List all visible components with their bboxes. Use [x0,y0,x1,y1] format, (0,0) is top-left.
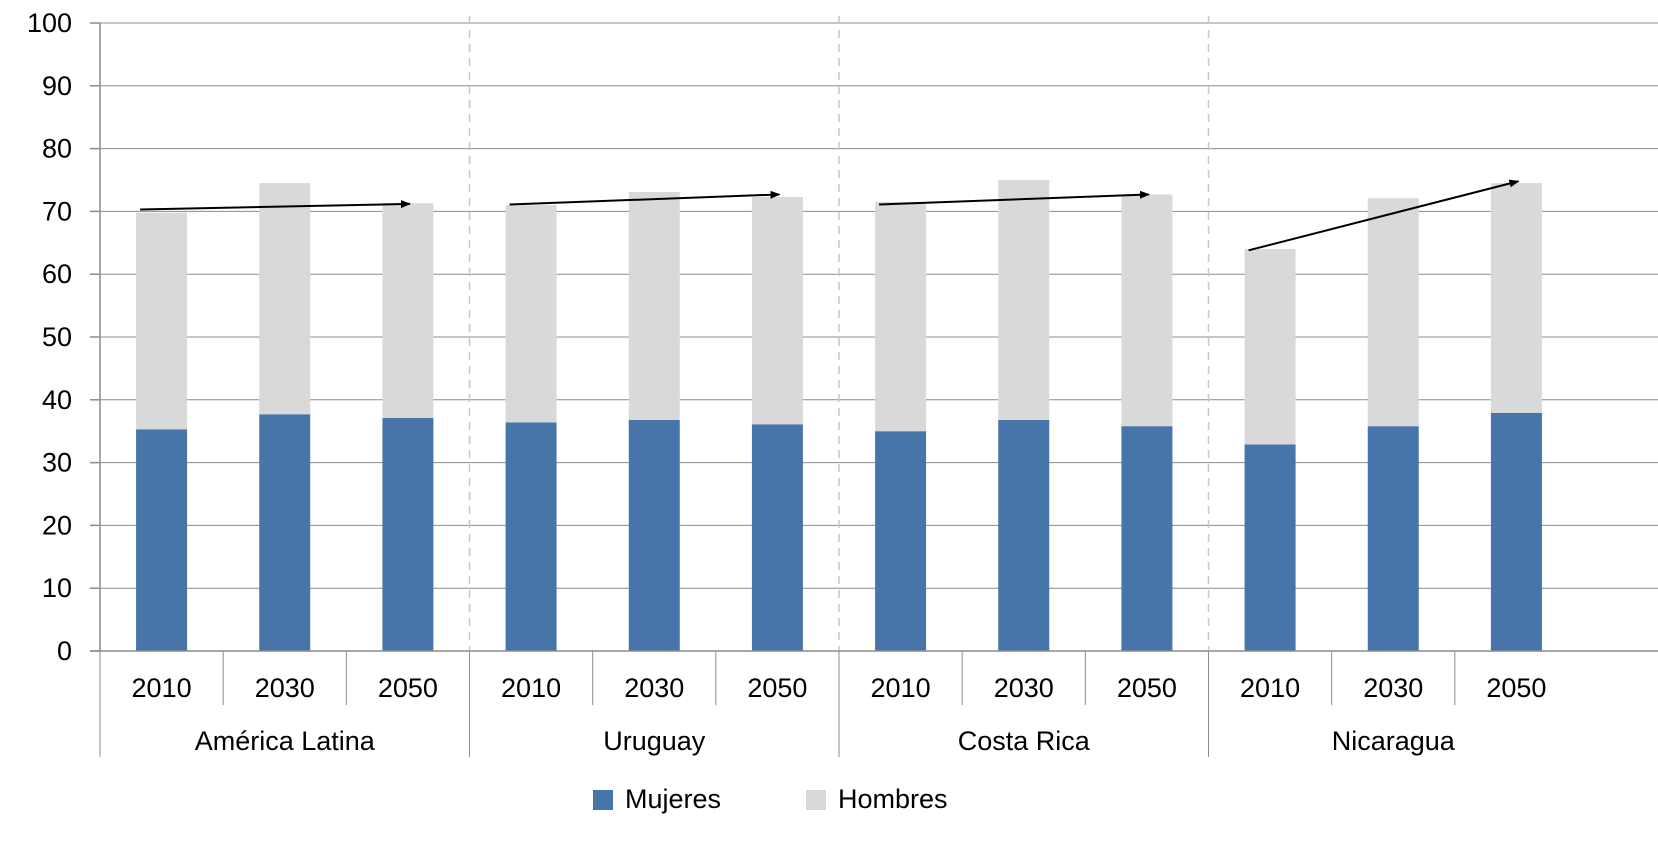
y-tick-label: 30 [42,448,72,478]
bar-mujeres [628,419,680,651]
year-label: 2030 [994,673,1054,703]
bar-hombres [1367,198,1419,427]
y-tick-label: 80 [42,134,72,164]
year-label: 2050 [1117,673,1177,703]
bar-hombres [136,212,188,430]
bar-mujeres [875,431,927,651]
trend-arrow [879,190,1150,206]
y-tick-label: 0 [57,636,72,666]
bar-hombres [628,191,680,420]
gridlines [90,22,1658,652]
year-label: 2030 [255,673,315,703]
bar-mujeres [136,429,188,651]
bar-hombres [875,201,927,432]
y-tick-label: 70 [42,196,72,226]
y-tick-label: 50 [42,322,72,352]
bar-mujeres [505,422,557,651]
y-tick-label: 90 [42,71,72,101]
y-tick-label: 20 [42,510,72,540]
y-tick-label: 40 [42,385,72,415]
bar-hombres [1121,194,1173,427]
group-separators [468,16,1210,651]
bar-hombres [259,183,311,415]
year-label: 2010 [132,673,192,703]
year-label: 2050 [747,673,807,703]
year-label: 2010 [1240,673,1300,703]
trend-arrow [509,190,781,206]
bar-mujeres [751,424,803,651]
bar-hombres [382,203,434,419]
bar-mujeres [1244,444,1296,651]
bar-hombres [505,205,557,423]
bar-mujeres [259,414,311,651]
year-label: 2010 [871,673,931,703]
y-tick-labels: 0 10 20 30 40 50 60 70 80 90 100 [27,8,72,666]
group-label: Uruguay [603,726,706,756]
y-tick-label: 100 [27,8,72,38]
bar-hombres [998,180,1050,420]
trend-arrows [140,179,1520,252]
y-tick-label: 60 [42,259,72,289]
y-tick-label: 10 [42,573,72,603]
year-label: 2010 [501,673,561,703]
legend-swatch-hombres [806,790,826,810]
legend: Mujeres Hombres [593,784,948,814]
axes [90,22,1658,757]
group-label: Costa Rica [958,726,1091,756]
bar-hombres [751,196,803,425]
bar-mujeres [1367,426,1419,651]
group-label: América Latina [195,726,376,756]
bar-mujeres [1121,426,1173,651]
trend-arrow [140,200,411,211]
trend-arrow [1248,179,1520,252]
year-label: 2050 [378,673,438,703]
legend-swatch-mujeres [593,790,613,810]
year-label: 2050 [1486,673,1546,703]
legend-label-mujeres: Mujeres [625,784,721,814]
bar-mujeres [382,418,434,651]
bar-mujeres [998,419,1050,651]
bar-hombres [1244,249,1296,445]
bar-mujeres [1490,412,1542,651]
legend-label-hombres: Hombres [838,784,948,814]
group-label: Nicaragua [1332,726,1456,756]
bars [136,180,1542,651]
year-label: 2030 [624,673,684,703]
year-label: 2030 [1363,673,1423,703]
bar-hombres [1490,183,1542,413]
